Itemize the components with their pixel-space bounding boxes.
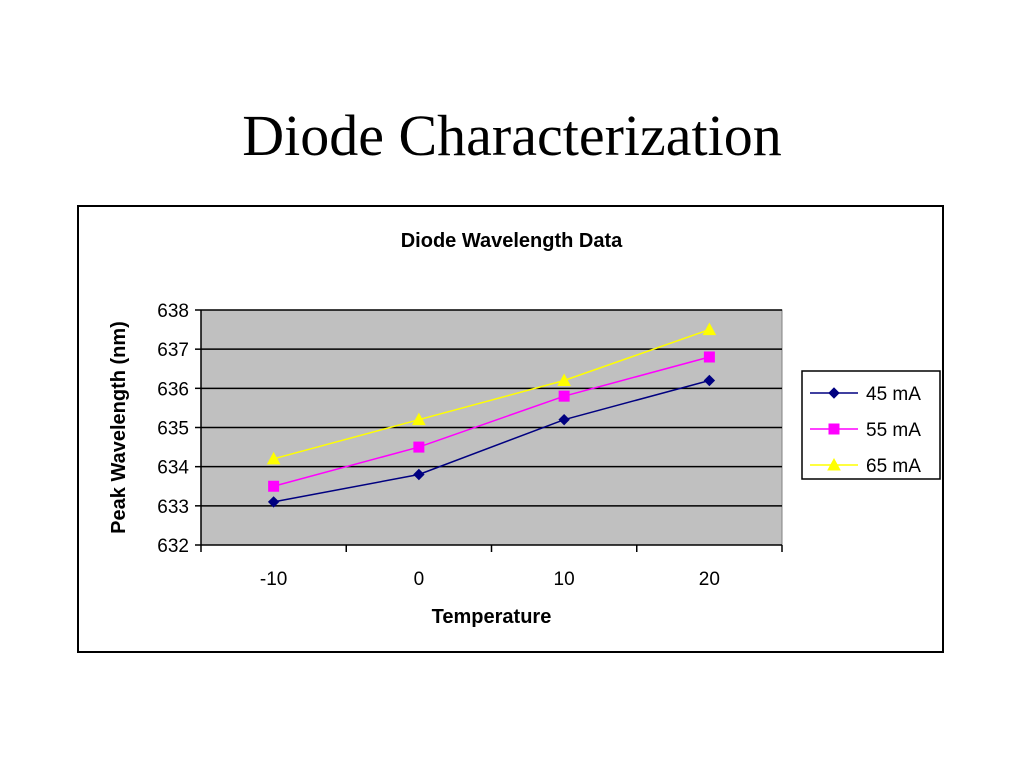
data-point	[268, 480, 280, 492]
x-tick-label: 20	[699, 569, 720, 590]
data-point	[413, 468, 425, 481]
y-tick-label: 635	[157, 419, 189, 440]
y-axis-label: Peak Wavelength (nm)	[108, 321, 130, 534]
legend-box	[801, 370, 941, 480]
data-point	[413, 441, 425, 453]
series-line-1	[273, 379, 710, 503]
x-tick-label: 10	[554, 569, 575, 590]
data-point	[703, 351, 715, 363]
y-tick-label: 636	[157, 379, 189, 400]
legend-marker	[828, 423, 840, 435]
line-chart: Diode Wavelength Data 632 633 634 635 636 637 6…	[108, 230, 941, 628]
x-tick-label: -10	[260, 569, 287, 590]
data-point	[703, 374, 716, 387]
data-point	[557, 373, 571, 386]
y-tick-label: 632	[157, 536, 189, 557]
y-tick-label: 633	[157, 497, 189, 518]
data-point	[558, 413, 570, 426]
y-tick-label: 638	[157, 301, 189, 322]
legend-marker	[828, 387, 840, 399]
data-point	[266, 451, 281, 465]
data-point	[412, 412, 426, 426]
x-tick-label: 0	[414, 569, 425, 590]
chart-frame: Diode Wavelength Data 632 633 634 635 636 637 6…	[77, 205, 944, 653]
x-axis-label: Temperature	[432, 606, 552, 628]
legend-label-2: 55 mA	[866, 420, 921, 441]
chart-title: Diode Wavelength Data	[401, 230, 623, 252]
series-line-3	[273, 328, 710, 460]
y-tick-label: 637	[157, 340, 189, 361]
legend-marker	[827, 457, 841, 471]
legend-label-1: 45 mA	[866, 384, 921, 405]
data-point	[558, 390, 570, 402]
data-point	[267, 496, 280, 508]
slide-title: Diode Characterization	[242, 103, 782, 168]
y-tick-label: 634	[157, 458, 189, 479]
series-line-2	[273, 356, 710, 487]
legend-label-3: 65 mA	[866, 456, 921, 477]
data-point	[702, 322, 717, 336]
